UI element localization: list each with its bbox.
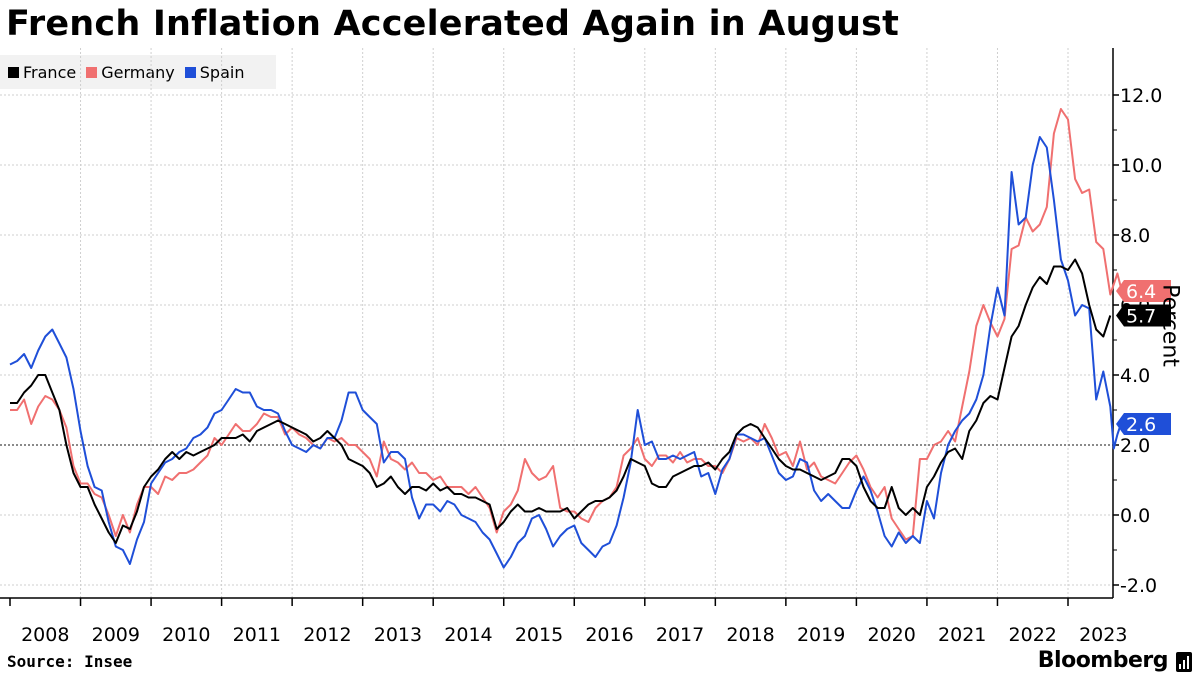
legend-label-france: France — [23, 62, 77, 82]
x-tick-label: 2015 — [515, 624, 563, 646]
legend-swatch-france — [8, 66, 19, 78]
x-tick-label: 2009 — [92, 624, 140, 646]
x-tick-label: 2016 — [585, 624, 633, 646]
x-tick-label: 2023 — [1079, 624, 1127, 646]
legend-label-germany: Germany — [101, 62, 175, 82]
y-tick-label: -2.0 — [1120, 575, 1157, 597]
x-tick-label: 2008 — [21, 624, 69, 646]
legend-item-germany: Germany — [86, 63, 175, 82]
y-tick-label: 10.0 — [1120, 155, 1162, 177]
y-tick-label: 2.0 — [1120, 435, 1150, 457]
series-line-france — [10, 258, 1112, 544]
end-tag-france — [1116, 304, 1171, 327]
x-tick-label: 2013 — [374, 624, 422, 646]
x-tick-label: 2017 — [656, 624, 704, 646]
x-tick-label: 2011 — [233, 624, 281, 646]
series-line-germany — [10, 108, 1126, 541]
y-tick-label: 12.0 — [1120, 85, 1162, 107]
end-label-germany: 6.4 — [1126, 281, 1156, 303]
legend-item-france: France — [8, 63, 76, 82]
x-tick-label: 2022 — [1009, 624, 1057, 646]
brand-chart-icon — [1176, 652, 1192, 672]
legend-item-spain: Spain — [184, 62, 245, 82]
x-tick-label: 2020 — [867, 624, 915, 646]
y-tick-label: 4.0 — [1120, 365, 1150, 387]
end-tag-germany — [1116, 280, 1171, 302]
legend: France Germany Spain — [0, 55, 276, 89]
x-tick-label: 2010 — [162, 624, 210, 646]
y-tick-label: 0.0 — [1120, 505, 1150, 527]
source-note: Source: Insee — [7, 652, 133, 671]
chart-title: French Inflation Accelerated Again in Au… — [6, 4, 900, 44]
y-axis-label: Percent — [1157, 284, 1183, 367]
end-label-france: 5.7 — [1126, 306, 1156, 328]
x-tick-label: 2012 — [303, 624, 351, 646]
x-tick-label: 2018 — [726, 624, 774, 646]
x-tick-label: 2021 — [938, 624, 986, 646]
legend-label-spain: Spain — [199, 62, 245, 82]
legend-swatch-spain — [184, 66, 196, 78]
series-line-spain — [9, 136, 1122, 569]
brand-logo-text: Bloomberg — [1037, 648, 1169, 673]
end-label-spain: 2.6 — [1126, 414, 1156, 436]
legend-swatch-germany — [86, 66, 98, 78]
x-tick-label: 2019 — [797, 624, 845, 646]
end-tag-spain — [1116, 413, 1171, 435]
x-tick-label: 2014 — [444, 624, 492, 646]
y-tick-label: 8.0 — [1120, 225, 1150, 247]
